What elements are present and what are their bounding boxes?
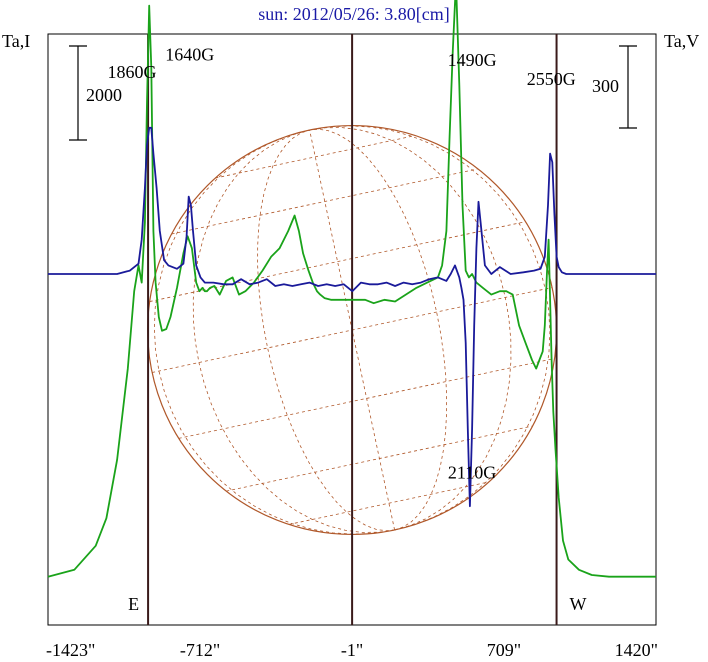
- disk-longitude-line: [309, 125, 551, 531]
- disk-longitude-line: [153, 129, 395, 535]
- disk-latitude-line: [171, 168, 479, 235]
- left-axis-label: Ta,I: [2, 31, 30, 51]
- field-annotation: 1860G: [108, 62, 157, 82]
- x-tick-label: -712": [180, 640, 220, 660]
- x-tick-label: -1423": [46, 640, 95, 660]
- field-annotation: 1490G: [448, 50, 497, 70]
- chart-title: sun: 2012/05/26: 3.80[cm]: [258, 4, 450, 24]
- left-scale-label: 2000: [86, 85, 122, 105]
- disk-latitude-line: [288, 481, 489, 525]
- series-line-1: [47, 0, 656, 578]
- field-annotation: 1640G: [165, 45, 214, 65]
- field-annotation: 2550G: [527, 69, 576, 89]
- series-line-2: [48, 126, 656, 508]
- disk-latitude-line: [215, 135, 416, 179]
- x-tick-label: 709": [487, 640, 521, 660]
- disk-longitude-line: [192, 129, 395, 533]
- field-annotation: 2110G: [448, 463, 496, 483]
- disk-longitude-line: [309, 128, 448, 531]
- disk-longitude-line: [309, 127, 512, 531]
- x-tick-label: -1": [341, 640, 363, 660]
- limb-label: E: [128, 594, 139, 614]
- disk-longitude-line: [257, 129, 395, 532]
- disk-latitude-line: [149, 221, 526, 302]
- right-axis-label: Ta,V: [664, 31, 699, 51]
- x-tick-label: 1420": [615, 640, 658, 660]
- right-scale-label: 300: [592, 76, 619, 96]
- limb-label: W: [570, 594, 587, 614]
